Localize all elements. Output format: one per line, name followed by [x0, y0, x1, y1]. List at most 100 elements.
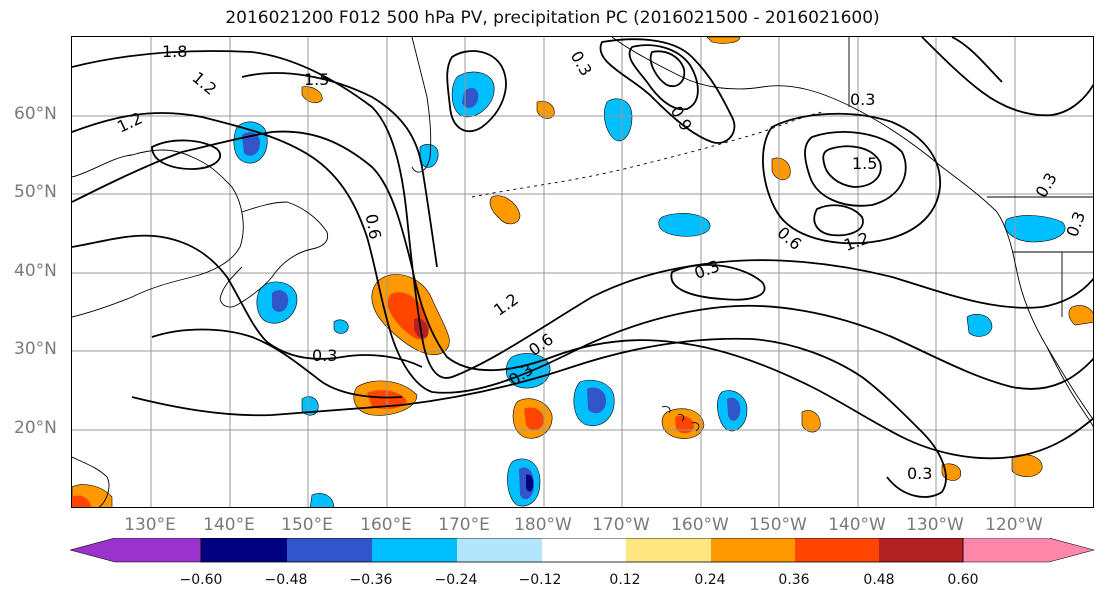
pv-contour-line — [628, 44, 699, 111]
pv-contour-line — [762, 112, 941, 245]
colorbar-tick-label: −0.60 — [179, 572, 223, 588]
lat-label-50n: 50°N — [14, 182, 57, 202]
contour-label: 1.2 — [490, 289, 522, 319]
contour-label: 0.3 — [850, 90, 875, 109]
lon-label-130w: 130°W — [906, 515, 964, 535]
colorbar-segment — [626, 538, 711, 562]
colorbar-tick-label: −0.24 — [434, 572, 478, 588]
colorbar-segment — [711, 538, 795, 562]
precip-neg-blob — [526, 474, 534, 492]
precip-neg-blob — [1004, 215, 1066, 243]
map-panel: 1.8 1.2 1.5 1.2 0.3 0.9 1.5 0.3 1.2 0.6 … — [71, 36, 1094, 508]
colorbar-tick-label: 0.12 — [609, 572, 641, 588]
contour-label: 1.2 — [841, 228, 871, 255]
precip-neg-blob — [301, 396, 319, 416]
lat-label-20n: 20°N — [14, 418, 57, 438]
colorbar-segment — [372, 538, 457, 562]
precip-neg-blob — [242, 132, 260, 156]
lat-label-40n: 40°N — [14, 261, 57, 281]
pv-contour-line — [241, 72, 438, 268]
colorbar-segment — [962, 538, 1095, 563]
colorbar-tick-label: −0.12 — [518, 572, 562, 588]
contour-label: 0.3 — [312, 346, 337, 365]
precip-pos-blob — [801, 410, 821, 433]
lon-label-140w: 140°W — [828, 515, 886, 535]
colorbar-tick-label: −0.48 — [264, 572, 308, 588]
precip-neg-blob — [272, 290, 289, 312]
pv-contour-line — [813, 204, 864, 237]
pv-contour-line — [599, 38, 736, 144]
lon-label-150e: 150°E — [281, 515, 333, 535]
precip-pos-blob — [524, 407, 544, 431]
contour-label: 1.2 — [114, 109, 145, 137]
precip-neg-blob — [966, 314, 993, 337]
contour-label: 1.2 — [189, 68, 221, 99]
colorbar-segment — [795, 538, 879, 562]
contour-label: 0.9 — [667, 103, 696, 135]
lon-label-120w: 120°W — [985, 515, 1043, 535]
contour-label: 1.5 — [304, 70, 329, 89]
precip-neg-blob — [419, 144, 439, 168]
graticule — [72, 37, 1093, 507]
lon-label-170w: 170°W — [592, 515, 650, 535]
contour-label: 1.8 — [162, 42, 187, 61]
pv-contour-line — [151, 328, 403, 399]
precip-neg-blob — [727, 397, 741, 421]
contour-label: 0.3 — [1032, 169, 1061, 201]
colorbar-tick-label: 0.36 — [778, 572, 810, 588]
colorbar-segment — [457, 538, 542, 562]
colorbar — [70, 538, 1095, 563]
colorbar-tick-label: 0.48 — [863, 572, 895, 588]
contour-label: 0.6 — [362, 212, 385, 240]
pv-contour-line — [822, 145, 882, 188]
colorbar-segment — [287, 538, 372, 562]
precip-neg-blob — [658, 213, 711, 237]
precip-neg-blob — [462, 87, 479, 108]
precip-pos-blob — [301, 86, 323, 104]
lon-label-140e: 140°E — [203, 515, 255, 535]
precip-neg-blob — [309, 493, 335, 507]
precip-pos-blob — [536, 100, 555, 119]
colorbar-tick-label: 0.24 — [694, 572, 726, 588]
colorbar-tick-label: −0.36 — [349, 572, 393, 588]
pv-contour-line — [72, 130, 1093, 460]
pv-contour-line — [670, 264, 766, 301]
pv-contour-line — [72, 50, 1093, 379]
colorbar-segment — [201, 538, 287, 562]
precip-pos-blob — [675, 415, 694, 434]
map-svg: 1.8 1.2 1.5 1.2 0.3 0.9 1.5 0.3 1.2 0.6 … — [72, 37, 1093, 507]
lat-label-30n: 30°N — [14, 339, 57, 359]
contour-label: 0.6 — [774, 223, 806, 254]
precip-pos-blob — [72, 495, 92, 507]
colorbar-segment — [542, 538, 626, 562]
pv-contour-line — [131, 337, 947, 498]
precip-pos-blob — [1011, 454, 1043, 478]
coastlines — [72, 37, 1093, 507]
colorbar-segment — [879, 538, 963, 562]
pv-contour-line — [72, 112, 1093, 394]
lat-label-60n: 60°N — [14, 104, 57, 124]
pv-contour-line — [446, 50, 507, 133]
precip-pos-blob — [489, 195, 521, 225]
pv-contour-line — [151, 139, 222, 170]
precip-neg-blob — [333, 319, 349, 334]
precip-neg-blob — [603, 98, 633, 142]
lon-label-180w: 180°W — [514, 515, 572, 535]
lon-label-160w: 160°W — [671, 515, 729, 535]
lon-label-130e: 130°E — [124, 515, 176, 535]
precip-pos-blob — [771, 157, 791, 181]
contour-label: 0.3 — [692, 256, 722, 283]
pv-contour-line — [72, 234, 423, 368]
lon-label-170e: 170°E — [438, 515, 490, 535]
contour-label: 0.3 — [1063, 209, 1090, 239]
pv-contour-line — [951, 37, 1003, 83]
pv-contours — [72, 37, 1093, 498]
pv-contour-line — [921, 37, 1093, 117]
map-title: 2016021200 F012 500 hPa PV, precipitatio… — [225, 8, 880, 28]
pv-contour-line — [649, 50, 686, 87]
colorbar-tick-label: 0.60 — [947, 572, 979, 588]
colorbar-segment — [70, 538, 202, 563]
precip-neg-blob — [587, 387, 606, 414]
contour-label: 1.5 — [852, 154, 877, 173]
lon-label-160e: 160°E — [360, 515, 412, 535]
